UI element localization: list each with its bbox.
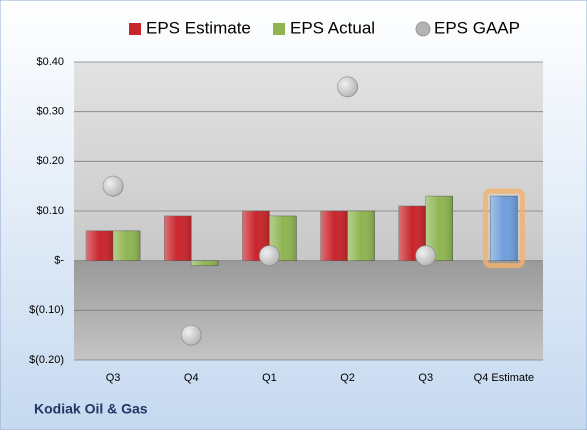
gaap-shine bbox=[259, 245, 280, 266]
x-tick-label: Q2 bbox=[340, 372, 355, 384]
bar-shine bbox=[191, 260, 219, 266]
company-name: Kodiak Oil & Gas bbox=[34, 401, 148, 417]
bar-shine bbox=[113, 230, 141, 261]
highlight-glow bbox=[482, 188, 525, 269]
y-tick-label: $- bbox=[54, 255, 64, 267]
bar-shine bbox=[164, 215, 192, 261]
y-tick-label: $(0.20) bbox=[29, 354, 64, 366]
gaap-shine bbox=[181, 325, 202, 346]
y-tick-label: $0.20 bbox=[36, 155, 64, 167]
x-tick-label: Q3 bbox=[418, 372, 433, 384]
x-tick-label: Q3 bbox=[106, 372, 121, 384]
bar-shine bbox=[320, 211, 348, 261]
x-tick-label: Q4 Estimate bbox=[474, 372, 535, 384]
y-tick-label: $0.30 bbox=[36, 106, 64, 118]
gaap-shine bbox=[415, 245, 436, 266]
legend-marker bbox=[273, 23, 285, 35]
legend-marker bbox=[129, 23, 141, 35]
legend-label: EPS GAAP bbox=[434, 18, 520, 37]
bar-shine bbox=[490, 196, 518, 261]
y-tick-label: $0.40 bbox=[36, 56, 64, 68]
legend-label: EPS Actual bbox=[290, 18, 375, 37]
gaap-shine bbox=[103, 176, 124, 197]
bar-shine bbox=[86, 230, 114, 261]
legend-label: EPS Estimate bbox=[146, 18, 251, 37]
legend-marker bbox=[415, 21, 431, 37]
x-tick-label: Q4 bbox=[184, 372, 199, 384]
x-tick-label: Q1 bbox=[262, 372, 277, 384]
gaap-shine bbox=[337, 76, 358, 97]
bar-shine bbox=[347, 211, 375, 261]
y-tick-label: $(0.10) bbox=[29, 304, 64, 316]
y-tick-label: $0.10 bbox=[36, 205, 64, 217]
